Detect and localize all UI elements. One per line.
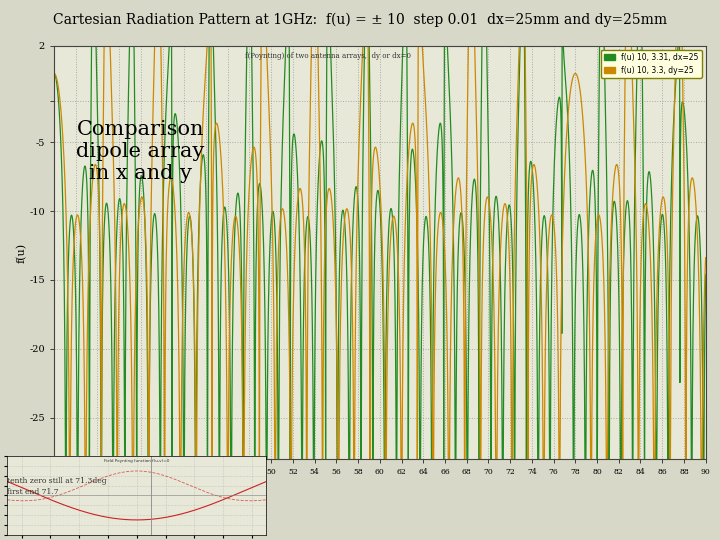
Text: f(Poynting) of two antenna arrays,  dy or dx=0: f(Poynting) of two antenna arrays, dy or… — [245, 52, 410, 60]
Text: Comparison
dipole array
in x and y: Comparison dipole array in x and y — [76, 120, 204, 183]
Text: Cartesian Radiation Pattern at 1GHz:  f(u) = ± 10  step 0.01  dx=25mm and dy=25m: Cartesian Radiation Pattern at 1GHz: f(u… — [53, 13, 667, 28]
Text: Field Poynting function f(u,v)=0: Field Poynting function f(u,v)=0 — [104, 458, 169, 463]
Text: tenth zero still at 71.3deg: tenth zero still at 71.3deg — [7, 477, 107, 485]
Y-axis label: f(u): f(u) — [17, 242, 27, 262]
Text: first end 71.7: first end 71.7 — [7, 488, 59, 496]
Legend: f(u) 10, 3.31, dx=25, f(u) 10, 3.3, dy=25: f(u) 10, 3.31, dx=25, f(u) 10, 3.3, dy=2… — [600, 50, 702, 78]
